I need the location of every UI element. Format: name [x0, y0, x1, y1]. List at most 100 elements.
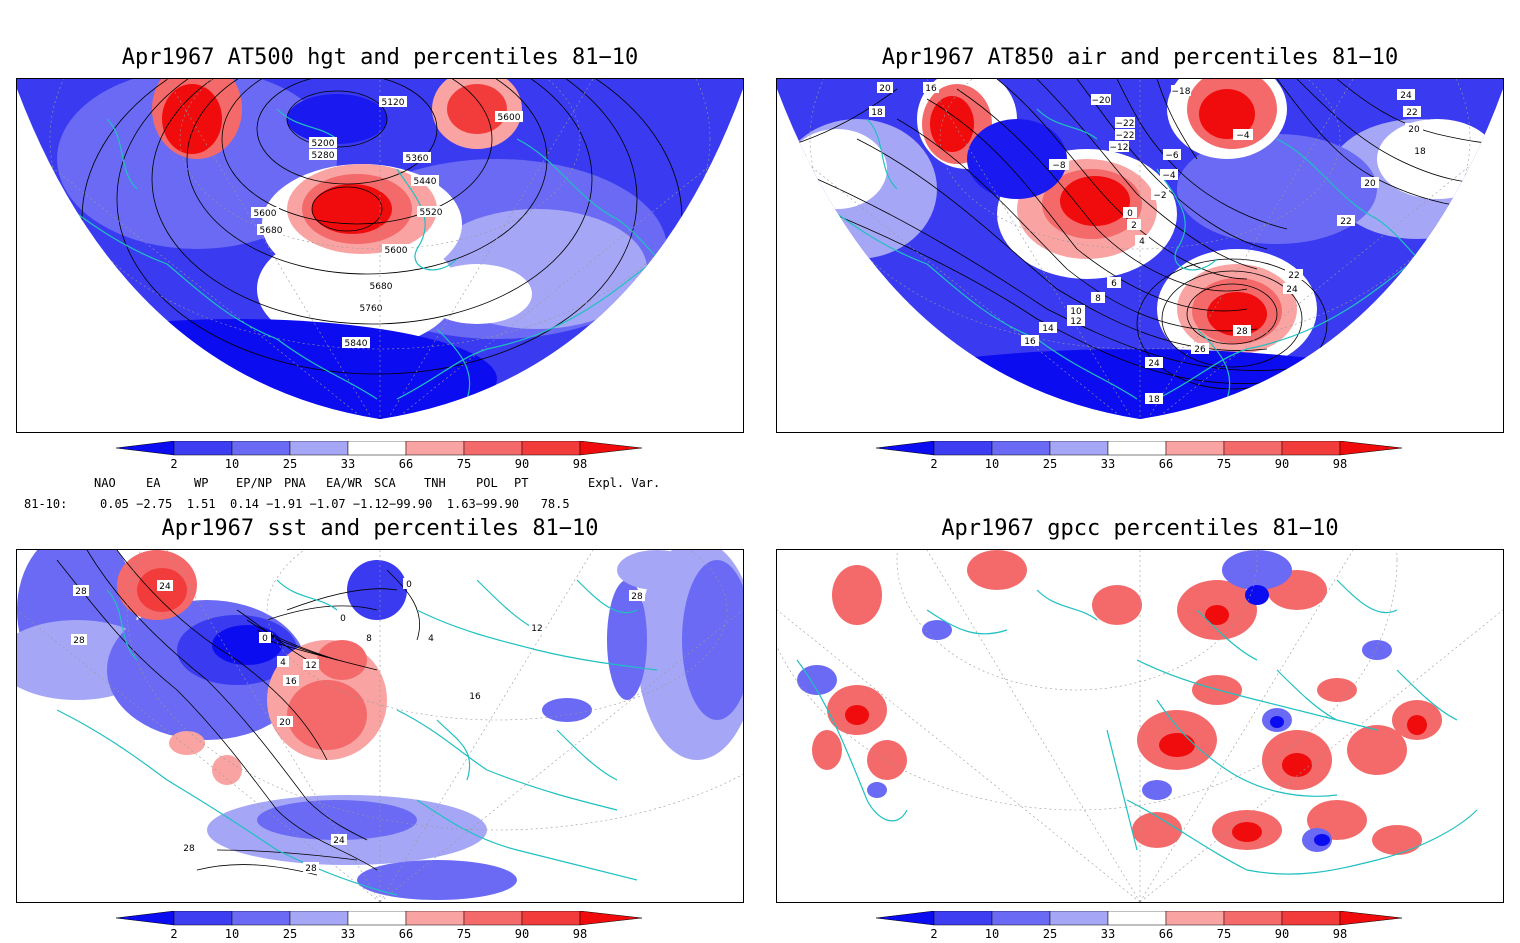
colorbar-bin	[579, 910, 643, 926]
svg-text:20: 20	[1294, 373, 1306, 383]
colorbar-bin	[289, 440, 349, 456]
contour-label: 5280	[309, 149, 337, 161]
svg-text:5440: 5440	[414, 177, 437, 187]
contour-label: 5600	[495, 111, 523, 123]
index-header-cell: SCA	[374, 476, 396, 490]
colorbar-bin	[1107, 440, 1167, 456]
contour-label: 8	[363, 632, 375, 644]
contour-label: 6	[1107, 277, 1121, 289]
contour-label: 16	[793, 152, 809, 164]
colorbar-tick-label: 90	[515, 457, 529, 469]
svg-text:6: 6	[1111, 279, 1117, 289]
contour-label: 20	[1361, 177, 1379, 189]
contour-label: 28	[181, 842, 197, 854]
colorbar-bin	[347, 440, 407, 456]
svg-text:28: 28	[631, 592, 643, 602]
svg-text:16: 16	[1024, 337, 1036, 347]
svg-text:−6: −6	[1165, 151, 1179, 161]
svg-text:−12: −12	[1110, 143, 1129, 153]
contour-label: −6	[1163, 149, 1181, 161]
colorbar-tick-label: 33	[341, 457, 355, 469]
svg-text:0: 0	[406, 580, 412, 590]
svg-text:5680: 5680	[370, 282, 393, 292]
svg-text:28: 28	[305, 864, 317, 874]
svg-text:18: 18	[1148, 395, 1160, 405]
svg-text:20: 20	[1364, 179, 1376, 189]
contour-label: 5200	[309, 137, 337, 149]
svg-text:24: 24	[333, 836, 345, 846]
contour-label: 26	[1191, 343, 1209, 355]
index-header-cell: EA	[146, 476, 161, 490]
panel-1-title: Apr1967 AT500 hgt and percentiles 81−10	[121, 45, 639, 70]
map-panel-sst: 28 24 28 0 0 4 8 12 16 20 24 28 28 16 28…	[16, 549, 744, 903]
map-panel-hgt500: 5120 5200 5280 5360 5440 5520 5600 5600 …	[16, 78, 744, 433]
map-panel-air850: 20 16 18 16 −20 −18 −22 −22 −12 −6 −4 −2…	[776, 78, 1504, 433]
contour-label: −4	[1233, 129, 1253, 141]
svg-text:5600: 5600	[254, 209, 277, 219]
svg-text:18: 18	[871, 108, 883, 118]
contour-label: 28	[73, 585, 89, 597]
contour-label: 0	[259, 632, 271, 644]
colorbar-tick-label: 10	[985, 927, 999, 939]
contour-label: 0	[337, 612, 349, 624]
colorbar-tick-label: 2	[170, 457, 177, 469]
colorbar-panel-1: 2 10 25 33 66 75 90 98	[115, 440, 646, 471]
svg-text:−22: −22	[1116, 131, 1135, 141]
index-header-cell: NAO	[94, 476, 116, 490]
colorbar-bin	[1339, 910, 1403, 926]
svg-text:−20: −20	[1092, 96, 1111, 106]
contour-label: 18	[1411, 145, 1429, 157]
svg-text:22: 22	[1406, 108, 1417, 118]
contour-label: 20	[1405, 123, 1423, 135]
colorbar-bin	[1223, 440, 1283, 456]
colorbar-bin	[1049, 910, 1109, 926]
index-header-cell: PNA	[284, 476, 306, 490]
svg-text:16: 16	[469, 692, 481, 702]
contour-label: 28	[303, 862, 319, 874]
svg-text:12: 12	[1070, 317, 1081, 327]
colorbar-tick-label: 33	[1101, 927, 1115, 939]
colorbar-tick-label: 75	[457, 927, 471, 939]
svg-text:4: 4	[428, 634, 434, 644]
svg-text:10: 10	[1070, 307, 1082, 317]
colorbar-tick-label: 25	[283, 457, 297, 469]
svg-text:28: 28	[1236, 327, 1248, 337]
svg-text:5200: 5200	[312, 139, 335, 149]
svg-text:−2: −2	[1153, 191, 1166, 201]
index-header-cell: POL	[476, 476, 498, 490]
svg-text:0: 0	[340, 614, 346, 624]
contour-label: 4	[425, 632, 437, 644]
contour-label: 5360	[403, 152, 431, 164]
colorbar-tick-label: 90	[1275, 927, 1289, 939]
svg-text:4: 4	[280, 658, 286, 668]
colorbar-tick-label: 2	[930, 927, 937, 939]
colorbar-bin	[231, 910, 291, 926]
colorbar-tick-label: 75	[457, 457, 471, 469]
colorbar-bin	[173, 910, 233, 926]
svg-text:−4: −4	[1162, 171, 1176, 181]
colorbar-bin	[933, 440, 993, 456]
contour-label: 5760	[357, 302, 385, 314]
index-header-cell: EP/NP	[236, 476, 273, 490]
contour-label: 24	[1145, 357, 1163, 369]
contour-label: 14	[1039, 322, 1057, 334]
colorbar-tick-label: 2	[170, 927, 177, 939]
contour-label: 28	[71, 634, 87, 646]
svg-text:5280: 5280	[312, 151, 335, 161]
colorbar-tick-label: 66	[399, 457, 413, 469]
index-header-cell: EA/WR	[326, 476, 363, 490]
contour-label: −8	[1049, 159, 1069, 171]
contour-label: 5600	[251, 207, 279, 219]
svg-text:18: 18	[1414, 147, 1426, 157]
colorbar-bin	[289, 910, 349, 926]
svg-text:0: 0	[262, 634, 268, 644]
contour-label: 10	[1067, 305, 1085, 317]
index-header-cell: PT	[514, 476, 529, 490]
svg-text:24: 24	[1400, 91, 1412, 101]
svg-text:22: 22	[1288, 271, 1299, 281]
svg-text:0: 0	[1127, 209, 1133, 219]
svg-text:2: 2	[1131, 221, 1137, 231]
teleconnection-index-values: 0.05 −2.75 1.51 0.14 −1.91 −1.07 −1.12−9…	[100, 497, 570, 511]
teleconnection-index-header: NAO EA WP EP/NP PNA EA/WR SCA TNH POL PT Expl. Var…	[94, 476, 674, 492]
colorbar-tick-label: 75	[1217, 927, 1231, 939]
